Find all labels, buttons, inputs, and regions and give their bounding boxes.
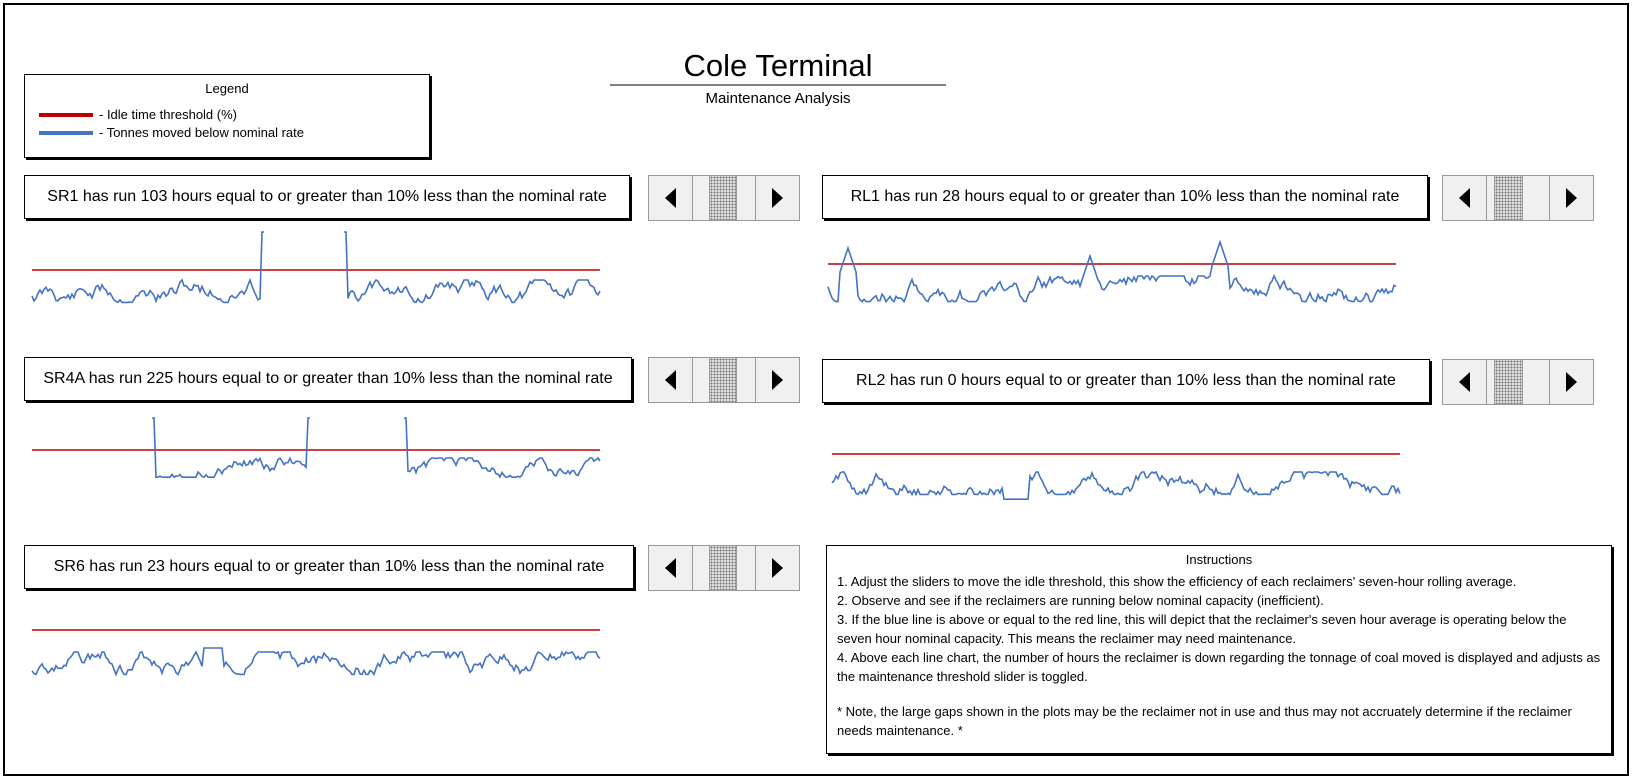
rl1-slider-left-button[interactable] [1443, 176, 1487, 220]
sr1-slider-left-button[interactable] [649, 176, 693, 220]
rl2-slider-right-button[interactable] [1549, 360, 1593, 404]
arrow-left-icon [665, 370, 676, 390]
sr4a-line-chart [32, 417, 601, 479]
legend-title: Legend [205, 81, 249, 96]
legend-swatch-blue [39, 130, 93, 135]
page-title: Cole Terminal [683, 48, 873, 83]
arrow-right-icon [772, 558, 783, 578]
sr4a-slider-left-button[interactable] [649, 358, 693, 402]
instructions-note: * Note, the large gaps shown in the plot… [837, 704, 1572, 738]
legend-box: Legend - Idle time threshold (%) - Tonne… [24, 74, 430, 158]
slider-track[interactable] [693, 176, 755, 220]
sr4a-slider-right-button[interactable] [755, 358, 799, 402]
instructions-title: Instructions [1185, 552, 1253, 567]
slider-thumb[interactable] [708, 358, 738, 402]
rl2-slider-left-button[interactable] [1443, 360, 1487, 404]
instruction-step: 3. If the blue line is above or equal to… [837, 612, 1567, 646]
sr1-threshold-slider[interactable] [648, 175, 800, 221]
arrow-left-icon [1459, 372, 1470, 392]
slider-thumb[interactable] [708, 546, 738, 590]
legend-label: - Tonnes moved below nominal rate [99, 125, 304, 140]
rl1-threshold-slider[interactable] [1442, 175, 1594, 221]
rl2-status-box: RL2 has run 0 hours equal to or greater … [822, 359, 1430, 403]
sr6-slider-right-button[interactable] [755, 546, 799, 590]
arrow-left-icon [1459, 188, 1470, 208]
sr1-status-box: SR1 has run 103 hours equal to or greate… [24, 175, 630, 219]
tonnes-line [31, 231, 601, 304]
legend-item-tonnes: - Tonnes moved below nominal rate [39, 125, 304, 140]
slider-track[interactable] [693, 358, 755, 402]
slider-track[interactable] [693, 546, 755, 590]
arrow-right-icon [1566, 188, 1577, 208]
arrow-left-icon [665, 558, 676, 578]
sr1-line-chart [31, 231, 601, 304]
slider-track[interactable] [1487, 176, 1549, 220]
arrow-left-icon [665, 188, 676, 208]
arrow-right-icon [772, 188, 783, 208]
rl2-threshold-slider[interactable] [1442, 359, 1594, 405]
instruction-step: 2. Observe and see if the reclaimers are… [837, 593, 1324, 608]
tonnes-line [827, 239, 1397, 304]
slider-track[interactable] [1487, 360, 1549, 404]
rl2-line-chart [831, 453, 1401, 500]
sr4a-threshold-slider[interactable] [648, 357, 800, 403]
tonnes-line [31, 647, 601, 677]
sr6-threshold-slider[interactable] [648, 545, 800, 591]
slider-thumb[interactable] [1494, 360, 1523, 404]
sr6-line-chart [31, 629, 601, 677]
instruction-step: 1. Adjust the sliders to move the idle t… [837, 574, 1517, 589]
legend-item-threshold: - Idle time threshold (%) [39, 107, 237, 122]
sr1-slider-right-button[interactable] [755, 176, 799, 220]
rl1-line-chart [827, 239, 1397, 304]
dashboard-frame [3, 3, 1629, 776]
sr6-slider-left-button[interactable] [649, 546, 693, 590]
legend-label: - Idle time threshold (%) [99, 107, 237, 122]
page-subtitle: Maintenance Analysis [705, 90, 851, 107]
instruction-step: 4. Above each line chart, the number of … [837, 650, 1601, 684]
slider-thumb[interactable] [1494, 176, 1523, 220]
tonnes-line [831, 470, 1401, 500]
rl1-slider-right-button[interactable] [1549, 176, 1593, 220]
rl1-status-box: RL1 has run 28 hours equal to or greater… [822, 175, 1428, 219]
sr4a-status-box: SR4A has run 225 hours equal to or great… [24, 357, 632, 401]
slider-thumb[interactable] [708, 176, 738, 220]
instructions-box: Instructions 1. Adjust the sliders to mo… [826, 545, 1612, 754]
title-underline [610, 84, 946, 86]
sr6-status-box: SR6 has run 23 hours equal to or greater… [24, 545, 634, 589]
legend-swatch-red [39, 112, 93, 117]
tonnes-line [152, 417, 601, 479]
arrow-right-icon [1566, 372, 1577, 392]
arrow-right-icon [772, 370, 783, 390]
